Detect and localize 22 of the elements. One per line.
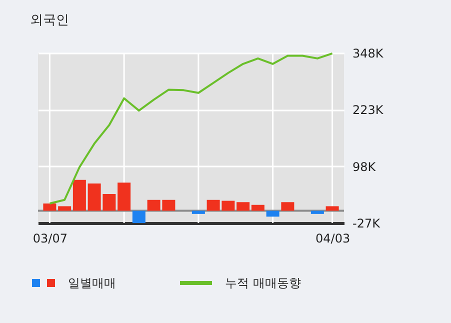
bar bbox=[236, 202, 250, 211]
bar bbox=[132, 210, 146, 223]
bar bbox=[251, 204, 264, 211]
chart-title: 외국인 bbox=[30, 13, 69, 28]
bar bbox=[192, 210, 205, 214]
x-tick-label: 04/03 bbox=[316, 232, 350, 246]
y-tick-label: 98K bbox=[352, 160, 377, 174]
bar bbox=[118, 182, 131, 211]
line-series bbox=[48, 52, 334, 205]
legend-label: 일별매매 bbox=[68, 276, 116, 290]
y-tick-label: 348K bbox=[352, 46, 384, 60]
bar bbox=[266, 210, 280, 217]
bar bbox=[310, 210, 324, 214]
y-tick-label: 223K bbox=[352, 103, 384, 118]
bar bbox=[43, 204, 56, 211]
y-tick-label: -27K bbox=[352, 216, 382, 230]
bar bbox=[281, 202, 294, 211]
bar bbox=[326, 206, 339, 211]
bar bbox=[72, 180, 86, 211]
legend-label: 누적 매매동향 bbox=[225, 276, 301, 290]
x-tick-label: 03/07 bbox=[32, 232, 68, 246]
bar bbox=[58, 206, 72, 211]
